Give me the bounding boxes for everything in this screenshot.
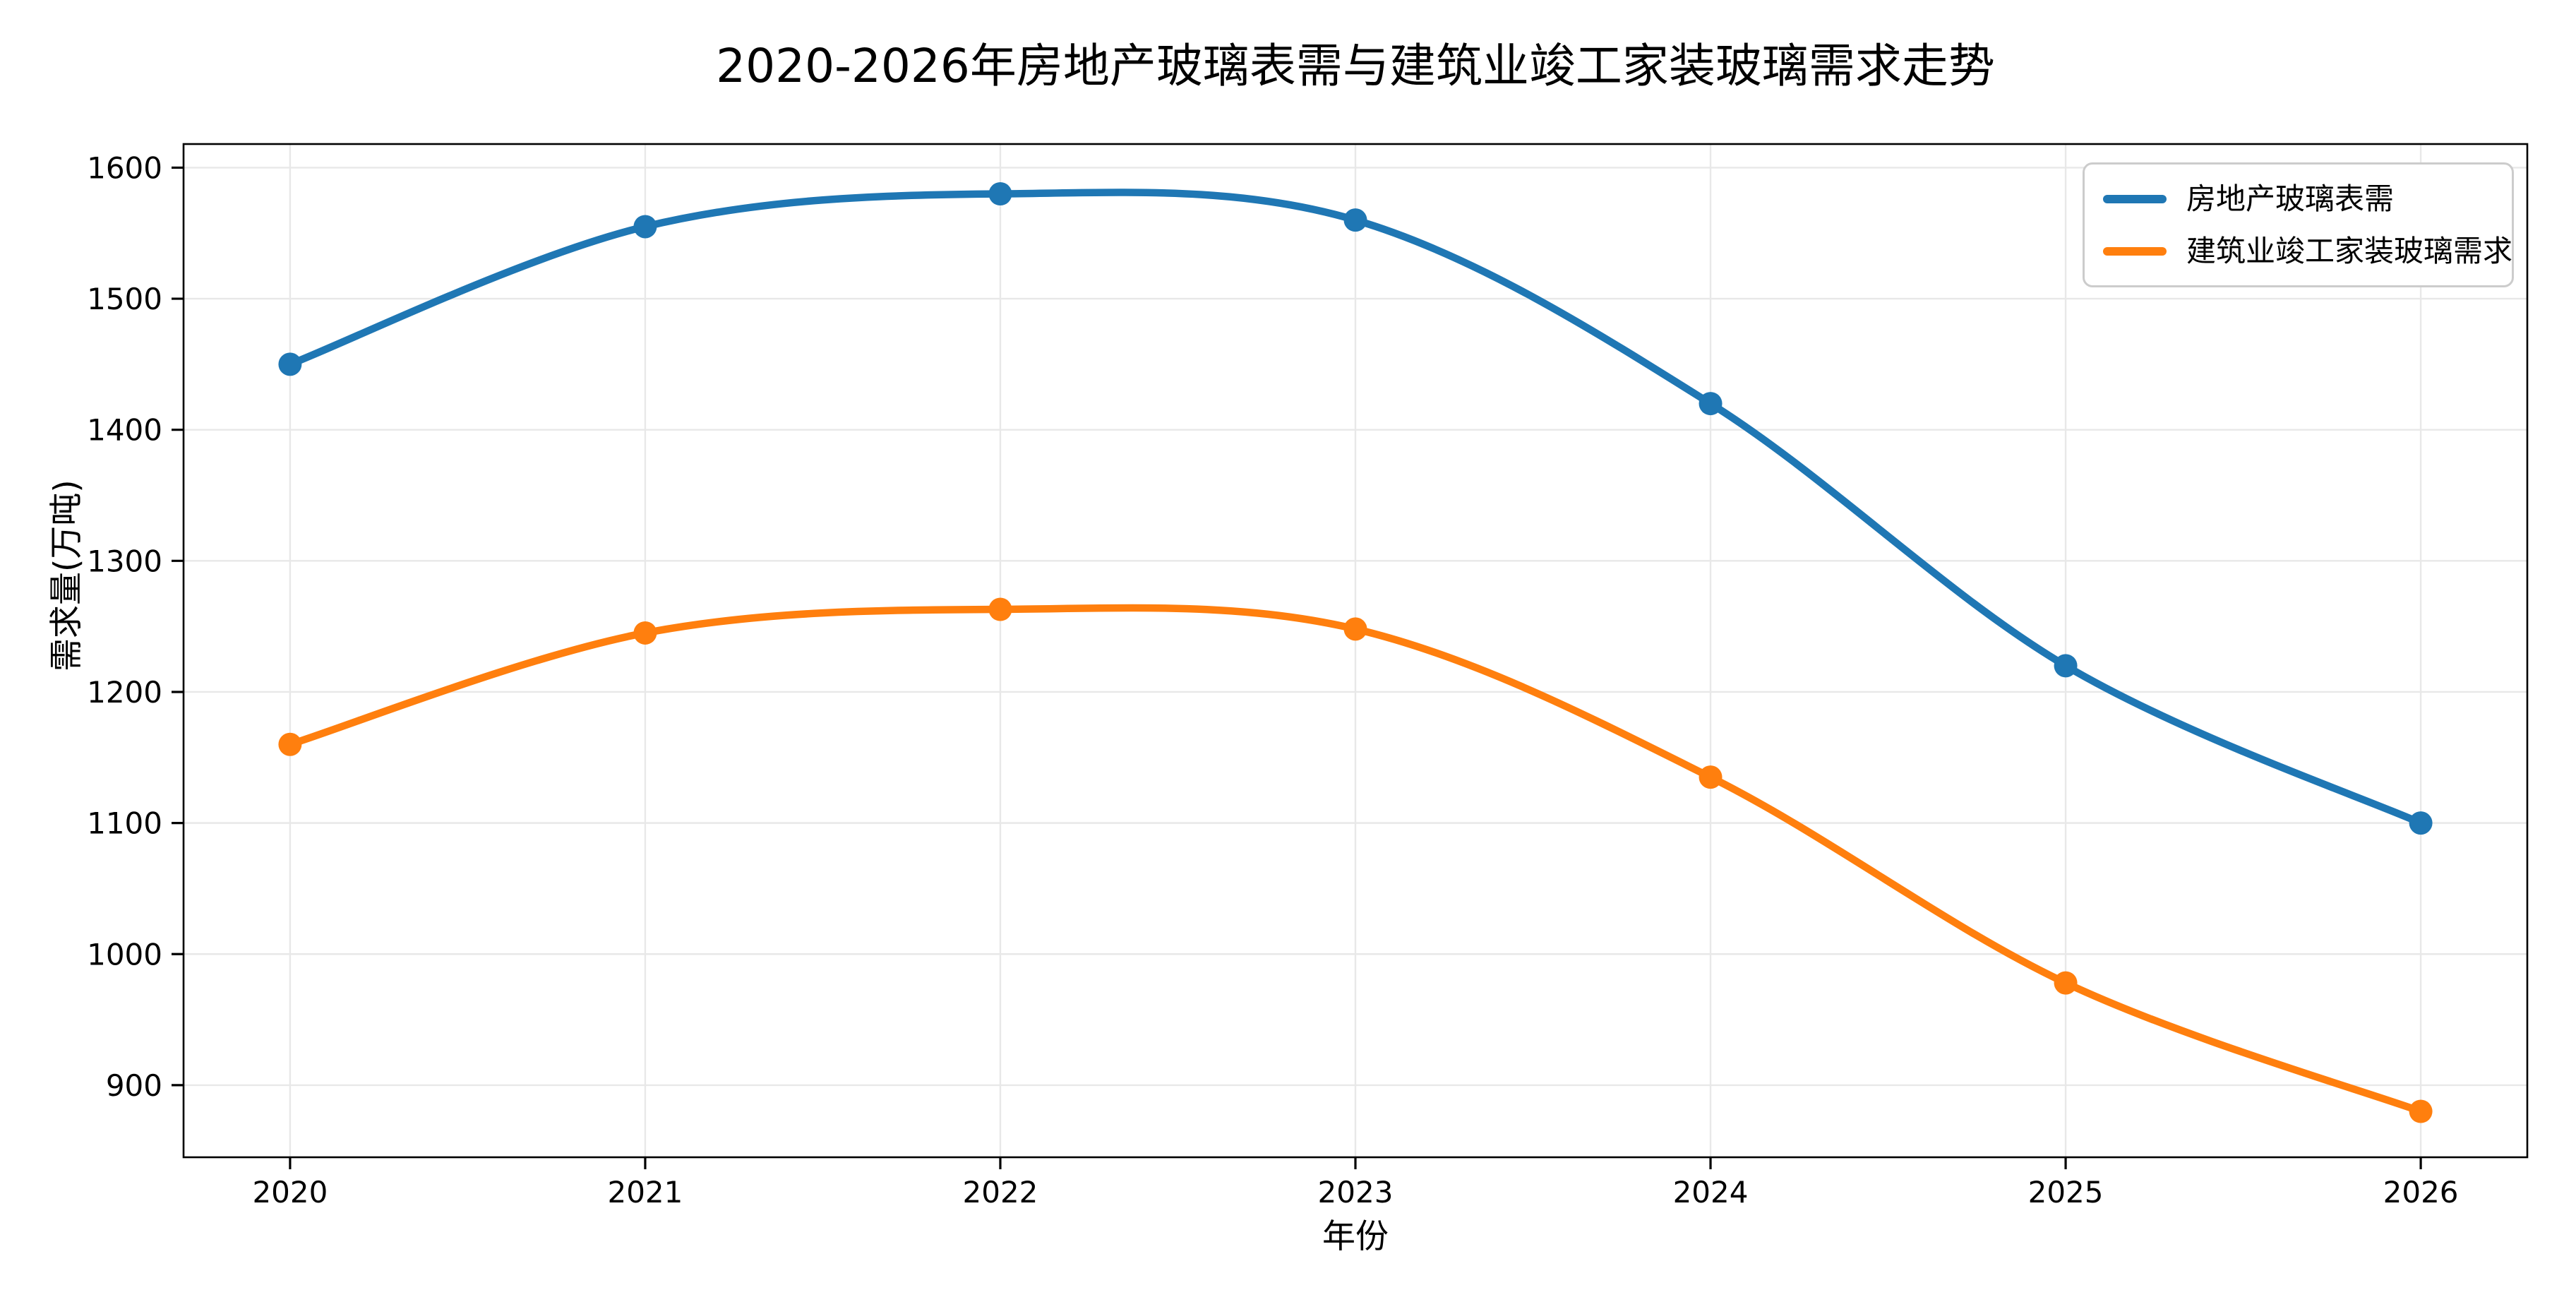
legend: 房地产玻璃表需 建筑业竣工家装玻璃需求 [2083,162,2514,287]
data-point-series-0 [633,215,657,239]
data-point-series-1 [1343,617,1367,641]
y-tick-label: 1100 [87,806,162,841]
y-tick-label: 1200 [87,675,162,710]
data-point-series-1 [988,597,1012,621]
chart-title: 2020-2026年房地产玻璃表需与建筑业竣工家装玻璃需求走势 [716,39,1995,93]
y-tick-label: 900 [106,1068,162,1103]
data-point-series-1 [1699,765,1723,789]
x-tick-label: 2021 [607,1175,683,1210]
data-point-series-0 [278,352,302,376]
legend-item-label: 建筑业竣工家装玻璃需求 [2186,233,2513,268]
legend-item: 建筑业竣工家装玻璃需求 [2103,234,2512,268]
y-tick-label: 1300 [87,544,162,578]
legend-swatch-line [2103,246,2167,256]
y-tick-label: 1000 [87,937,162,972]
x-tick-label: 2020 [252,1175,328,1210]
y-tick-label: 1400 [87,413,162,448]
x-tick-label: 2023 [1318,1175,1394,1210]
data-point-series-1 [2054,971,2078,995]
data-point-series-0 [1699,392,1723,416]
y-axis-label: 需求量(万吨) [47,479,86,671]
y-tick-label: 1600 [87,150,162,185]
data-point-series-1 [278,732,302,756]
x-tick-label: 2026 [2383,1175,2459,1210]
x-tick-label: 2022 [963,1175,1038,1210]
data-point-series-0 [1343,208,1367,232]
data-point-series-0 [2409,811,2433,835]
legend-item: 房地产玻璃表需 [2103,181,2512,216]
data-point-series-1 [2409,1099,2433,1123]
legend-item-label: 房地产玻璃表需 [2186,181,2395,216]
x-tick-label: 2025 [2028,1175,2104,1210]
data-point-series-1 [633,621,657,645]
data-point-series-0 [988,182,1012,206]
x-axis-label: 年份 [1322,1217,1389,1256]
data-point-series-0 [2054,654,2078,678]
x-tick-label: 2024 [1673,1175,1749,1210]
legend-swatch-line [2103,194,2167,203]
y-tick-label: 1500 [87,282,162,316]
